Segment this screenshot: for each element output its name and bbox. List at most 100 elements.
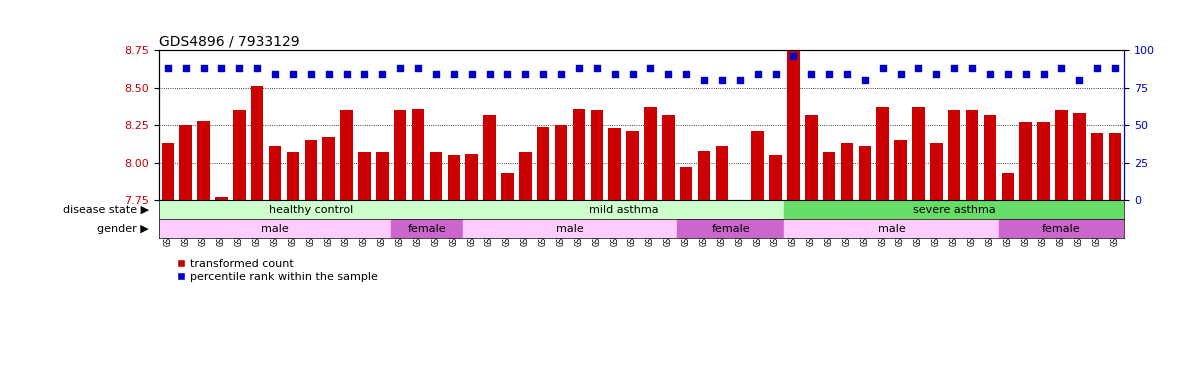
Bar xyxy=(823,152,836,200)
Bar xyxy=(305,140,317,200)
Point xyxy=(694,77,713,83)
Point xyxy=(891,71,910,77)
Bar xyxy=(377,152,388,200)
Bar xyxy=(358,152,371,200)
Point xyxy=(927,71,946,77)
Bar xyxy=(322,137,335,200)
Point xyxy=(712,77,731,83)
Point xyxy=(856,77,875,83)
Legend: transformed count, percentile rank within the sample: transformed count, percentile rank withi… xyxy=(177,259,378,282)
Point xyxy=(1088,65,1106,71)
Point xyxy=(445,71,464,77)
Bar xyxy=(179,125,192,200)
Bar xyxy=(537,127,550,200)
Bar xyxy=(840,143,853,200)
Bar xyxy=(159,219,391,238)
Bar xyxy=(984,115,996,200)
Bar xyxy=(716,146,729,200)
Point xyxy=(463,71,481,77)
Bar xyxy=(930,143,943,200)
Bar xyxy=(484,115,496,200)
Point xyxy=(194,65,213,71)
Point xyxy=(587,65,606,71)
Bar xyxy=(251,86,264,200)
Point xyxy=(909,65,927,71)
Bar xyxy=(233,110,246,200)
Point xyxy=(266,71,285,77)
Point xyxy=(819,71,838,77)
Bar xyxy=(999,219,1124,238)
Bar xyxy=(463,219,677,238)
Point xyxy=(552,71,571,77)
Bar xyxy=(287,152,299,200)
Bar xyxy=(784,219,999,238)
Point xyxy=(391,65,410,71)
Bar xyxy=(858,146,871,200)
Text: female: female xyxy=(407,223,446,234)
Bar xyxy=(463,200,784,219)
Point xyxy=(766,71,785,77)
Point xyxy=(319,71,338,77)
Point xyxy=(159,65,178,71)
Text: GDS4896 / 7933129: GDS4896 / 7933129 xyxy=(159,35,299,49)
Bar xyxy=(573,109,585,200)
Bar xyxy=(1073,113,1085,200)
Point xyxy=(784,53,803,59)
Point xyxy=(355,71,374,77)
Text: severe asthma: severe asthma xyxy=(913,205,996,215)
Bar xyxy=(751,131,764,200)
Point xyxy=(284,71,302,77)
Bar xyxy=(680,167,692,200)
Bar xyxy=(661,115,674,200)
Bar xyxy=(895,140,906,200)
Point xyxy=(426,71,445,77)
Bar xyxy=(1109,133,1122,200)
Bar xyxy=(465,154,478,200)
Point xyxy=(873,65,892,71)
Bar xyxy=(447,155,460,200)
Text: gender ▶: gender ▶ xyxy=(98,223,149,234)
Bar xyxy=(626,131,639,200)
Bar xyxy=(644,107,657,200)
Text: mild asthma: mild asthma xyxy=(588,205,658,215)
Point xyxy=(1052,65,1071,71)
Point xyxy=(677,71,696,77)
Point xyxy=(373,71,392,77)
Bar xyxy=(966,110,978,200)
Point xyxy=(533,71,552,77)
Point xyxy=(177,65,195,71)
Point xyxy=(838,71,857,77)
Bar xyxy=(784,200,1124,219)
Bar xyxy=(198,121,210,200)
Bar xyxy=(698,151,710,200)
Bar xyxy=(519,152,532,200)
Point xyxy=(623,71,641,77)
Point xyxy=(659,71,678,77)
Bar xyxy=(430,152,443,200)
Point xyxy=(570,65,588,71)
Point xyxy=(749,71,767,77)
Bar xyxy=(554,125,567,200)
Bar xyxy=(161,143,174,200)
Text: male: male xyxy=(556,223,584,234)
Point xyxy=(301,71,320,77)
Point xyxy=(516,71,534,77)
Text: female: female xyxy=(712,223,750,234)
Text: male: male xyxy=(878,223,905,234)
Bar xyxy=(268,146,281,200)
Point xyxy=(641,65,660,71)
Point xyxy=(802,71,820,77)
Point xyxy=(945,65,964,71)
Point xyxy=(998,71,1017,77)
Point xyxy=(337,71,355,77)
Bar xyxy=(609,128,621,200)
Point xyxy=(963,65,982,71)
Bar xyxy=(912,107,925,200)
Text: disease state ▶: disease state ▶ xyxy=(64,205,149,215)
Bar xyxy=(677,219,784,238)
Bar xyxy=(947,110,960,200)
Bar xyxy=(770,155,782,200)
Point xyxy=(605,71,624,77)
Bar xyxy=(591,110,603,200)
Bar xyxy=(412,109,424,200)
